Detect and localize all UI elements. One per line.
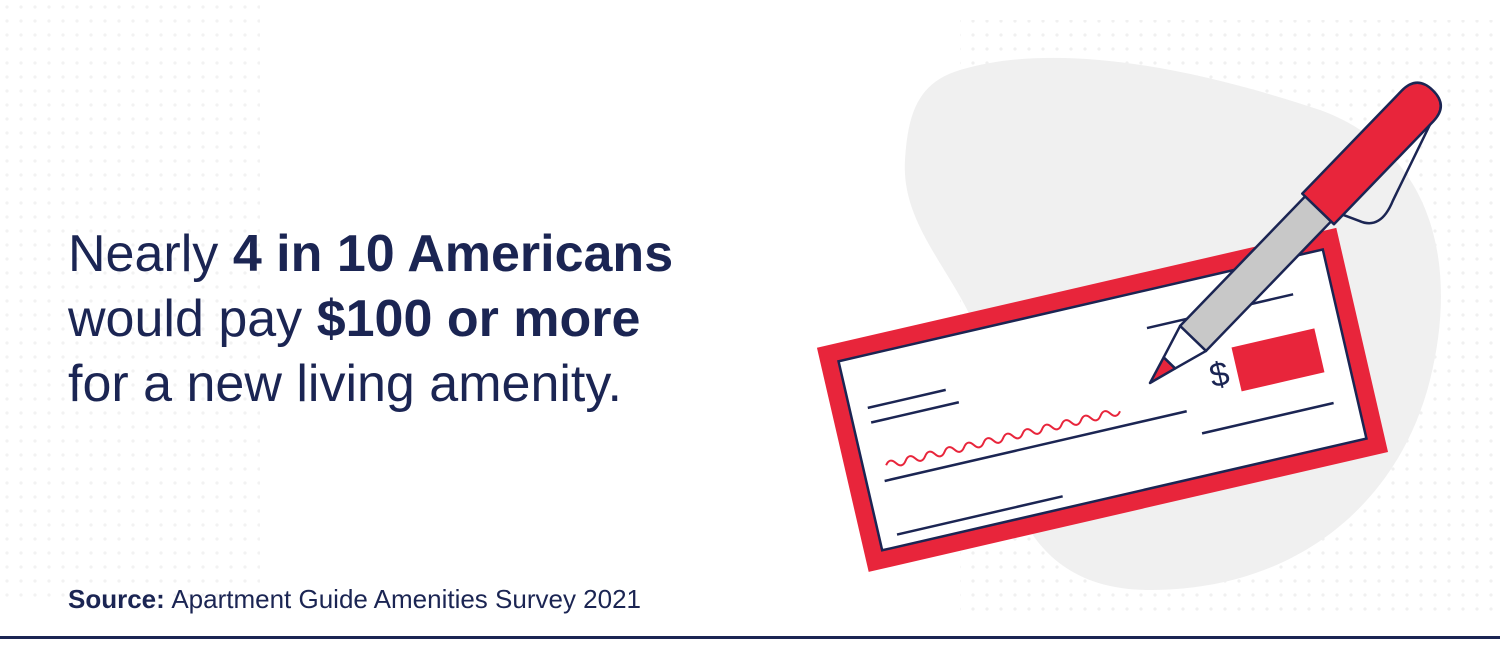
pen-clip [1342, 124, 1431, 225]
headline-line: for a new living amenity. [68, 352, 673, 417]
source-text: Apartment Guide Amenities Survey 2021 [171, 584, 642, 614]
check-line [870, 401, 960, 424]
headline-emphasis: 4 in 10 Americans [232, 225, 674, 283]
headline-text: would pay [68, 290, 303, 348]
signature [885, 410, 1121, 467]
source-label: Source: [68, 584, 165, 614]
footer-rule [0, 636, 1500, 639]
check-paper [837, 247, 1368, 552]
headline-line: Nearly 4 in 10 Americans [68, 222, 673, 287]
dot-pattern [0, 0, 260, 600]
headline-emphasis: $100 or more [316, 290, 641, 348]
check-line [1201, 401, 1334, 435]
amount-box [1231, 328, 1325, 392]
pen [1148, 81, 1443, 385]
check-line [896, 495, 1063, 536]
headline-line: would pay $100 or more [68, 287, 673, 352]
check-line [867, 388, 947, 410]
check-line [884, 410, 1187, 483]
headline: Nearly 4 in 10 Americans would pay $100 or … [68, 222, 673, 417]
check: $ [816, 227, 1389, 572]
source: Source: Apartment Guide Amenities Survey … [68, 584, 641, 615]
headline-text: for a new living amenity. [68, 355, 622, 413]
pen-cap [1301, 81, 1443, 226]
headline-text: Nearly [68, 225, 219, 283]
